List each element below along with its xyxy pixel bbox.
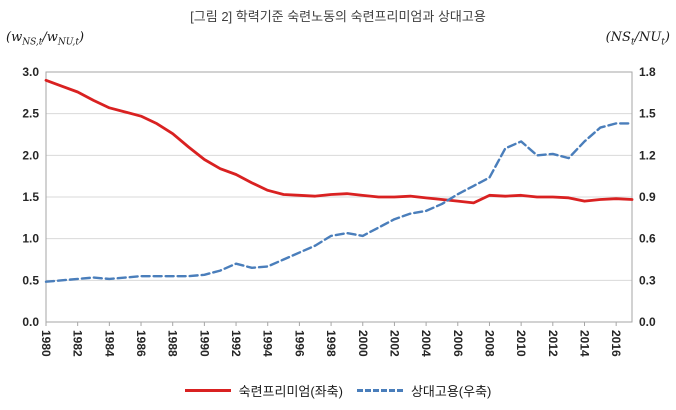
svg-text:2016: 2016 xyxy=(609,330,623,357)
svg-text:2014: 2014 xyxy=(577,330,591,357)
svg-text:2002: 2002 xyxy=(387,330,401,357)
chart-legend: 숙련프리미엄(좌축) 상대고용(우축) xyxy=(0,381,676,400)
svg-text:0.9: 0.9 xyxy=(639,190,656,204)
svg-text:1992: 1992 xyxy=(229,330,243,357)
svg-text:1980: 1980 xyxy=(39,330,53,357)
svg-text:3.0: 3.0 xyxy=(22,65,39,79)
svg-text:0.3: 0.3 xyxy=(639,273,656,287)
svg-text:0.6: 0.6 xyxy=(639,232,656,246)
svg-text:1.5: 1.5 xyxy=(639,107,656,121)
svg-text:0.5: 0.5 xyxy=(22,273,39,287)
svg-text:1.8: 1.8 xyxy=(639,65,656,79)
svg-text:1990: 1990 xyxy=(197,330,211,357)
svg-text:1984: 1984 xyxy=(102,330,116,357)
svg-text:2000: 2000 xyxy=(356,330,370,357)
svg-text:2.5: 2.5 xyxy=(22,107,39,121)
svg-text:2012: 2012 xyxy=(546,330,560,357)
left-axis-unit-label: (wNS,t/wNU,t) xyxy=(6,30,85,48)
legend-item-relative-employment: 상대고용(우축) xyxy=(356,381,492,400)
svg-text:1994: 1994 xyxy=(261,330,275,357)
legend-label: 숙련프리미엄(좌축) xyxy=(238,384,343,399)
right-axis-unit-label: (NSt/NUt) xyxy=(605,30,670,48)
svg-text:1998: 1998 xyxy=(324,330,338,357)
legend-line-dashed-icon xyxy=(356,389,403,392)
chart-title: [그림 2] 학력기준 숙련노동의 숙련프리미엄과 상대고용 xyxy=(190,9,486,24)
svg-text:1.5: 1.5 xyxy=(22,190,39,204)
legend-label: 상대고용(우축) xyxy=(410,384,492,399)
svg-text:1.2: 1.2 xyxy=(639,148,656,162)
svg-text:2.0: 2.0 xyxy=(22,148,39,162)
svg-text:1.0: 1.0 xyxy=(22,232,39,246)
svg-text:1996: 1996 xyxy=(292,330,306,357)
svg-text:0.0: 0.0 xyxy=(639,315,656,329)
svg-text:2006: 2006 xyxy=(451,330,465,357)
legend-line-solid-icon xyxy=(184,389,231,392)
svg-text:2004: 2004 xyxy=(419,330,433,357)
svg-text:2008: 2008 xyxy=(482,330,496,357)
svg-text:1982: 1982 xyxy=(71,330,85,357)
svg-text:2010: 2010 xyxy=(514,330,528,357)
svg-text:0.0: 0.0 xyxy=(22,315,39,329)
legend-item-skill-premium: 숙련프리미엄(좌축) xyxy=(184,381,343,400)
svg-text:1988: 1988 xyxy=(166,330,180,357)
svg-text:1986: 1986 xyxy=(134,330,148,357)
